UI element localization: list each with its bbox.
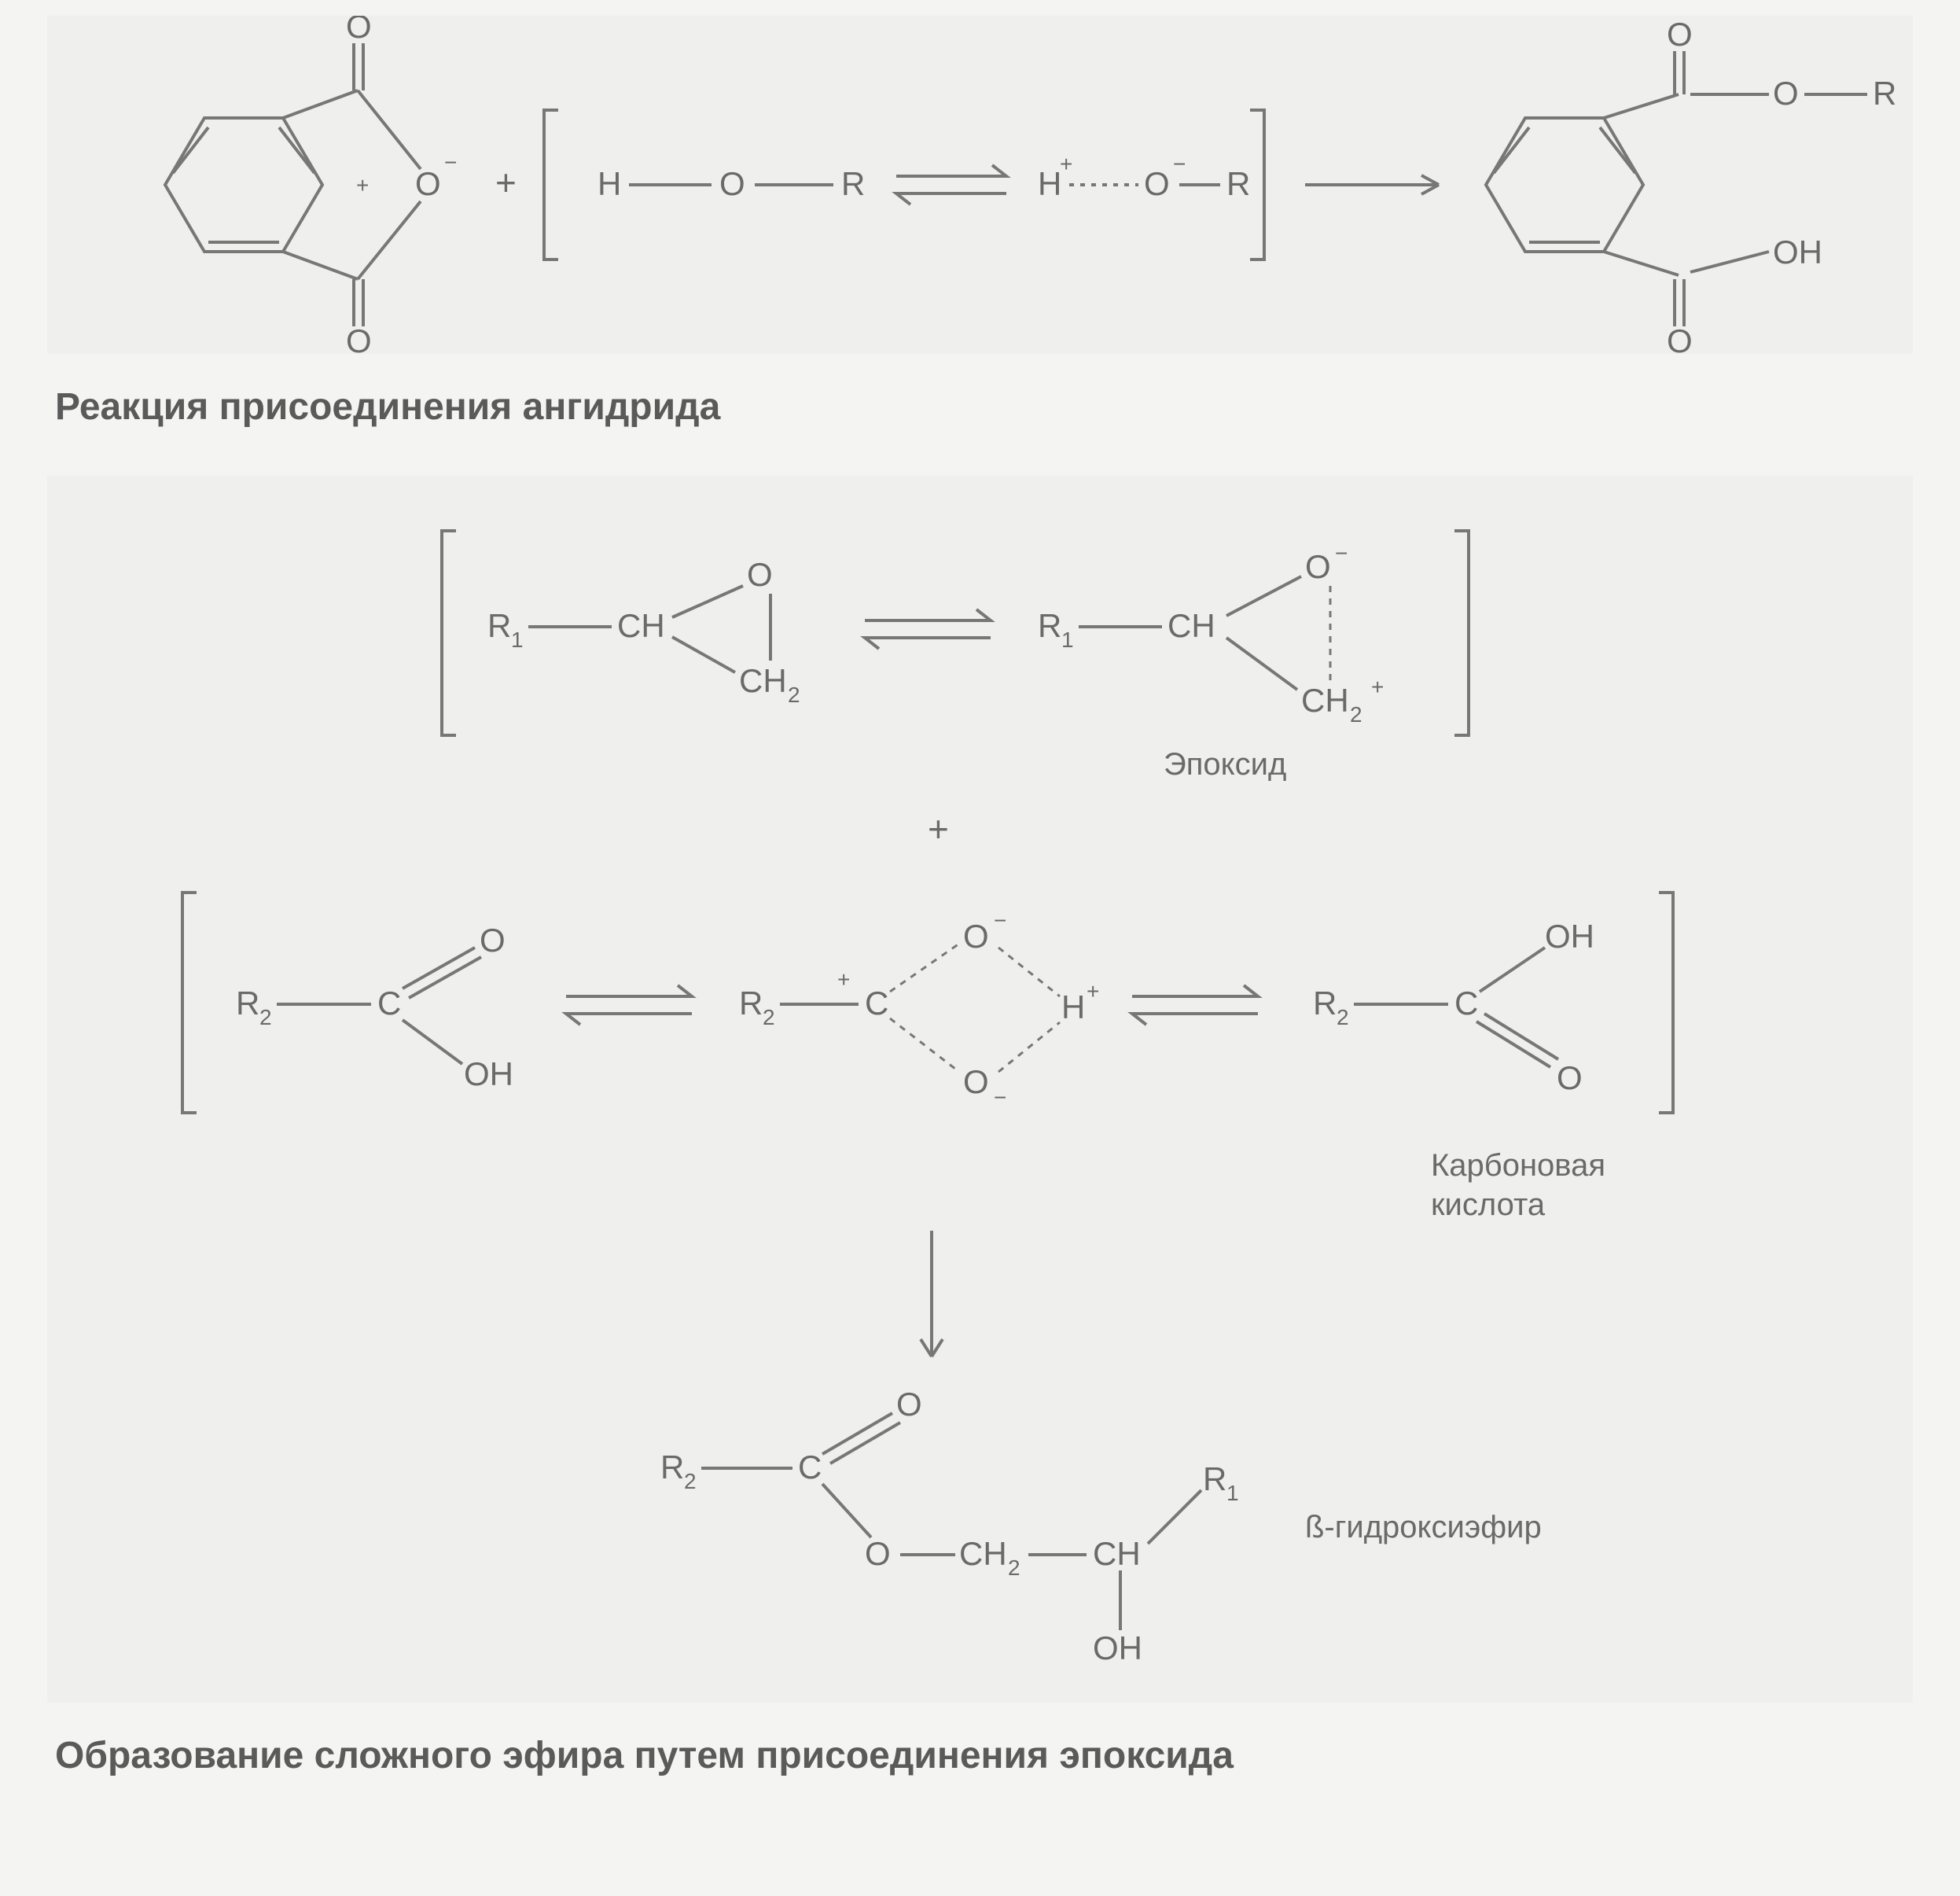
atom-O-p: O [865, 1535, 891, 1572]
svg-text:2: 2 [763, 1005, 775, 1029]
bracket-intermediate: H O R H + [544, 110, 1264, 260]
label-epoxide: Эпоксид [1164, 747, 1286, 782]
atom-CH2-p: CH [959, 1535, 1007, 1572]
atom-OH-r: OH [1545, 918, 1594, 955]
charge-C-plus: + [837, 967, 850, 992]
atom-O-bridge: O [415, 165, 441, 202]
atom-Obot-c: O [963, 1063, 989, 1100]
atom-O-l: O [747, 556, 773, 593]
atom-R1-r: R [1038, 607, 1061, 644]
row-epoxide: R 1 CH CH 2 O [442, 531, 1469, 782]
atom-R2-r: R [1313, 985, 1337, 1022]
reactant-anhydride [165, 43, 421, 326]
atom-CH-l: CH [617, 607, 665, 644]
charge-O-minus2: − [1173, 152, 1186, 176]
caption-epoxide: Образование сложного эфира путем присоед… [55, 1734, 1913, 1777]
atom-Otop-c: O [963, 918, 989, 955]
label-acid-2: кислота [1431, 1187, 1546, 1222]
caption-anhydride: Реакция присоединения ангидрида [55, 385, 1913, 429]
svg-text:2: 2 [259, 1005, 272, 1029]
operator-plus-2: + [928, 808, 949, 849]
atom-OH-l: OH [464, 1055, 513, 1092]
atom-O-r: O [1557, 1059, 1583, 1096]
atom-CH2-r: CH [1301, 682, 1349, 719]
product-hydroxyester: R 2 C O O CH 2 CH R 1 OH [660, 1386, 1542, 1666]
atom-R1-l: R [487, 607, 511, 644]
atom-R1-p: R [1203, 1460, 1226, 1497]
svg-text:2: 2 [1337, 1005, 1349, 1029]
atom-R2-l: R [236, 985, 259, 1022]
atom-H2: H [1038, 165, 1061, 202]
svg-text:1: 1 [1226, 1481, 1239, 1505]
atom-C-l: C [377, 985, 401, 1022]
charge-H-plus: + [1060, 152, 1072, 176]
charge-O-minus: − [444, 150, 457, 175]
atom-CH-p: CH [1093, 1535, 1141, 1572]
svg-text:+: + [1087, 979, 1099, 1003]
atom-OH-p: OH [1773, 234, 1822, 271]
atom-CH-r: CH [1168, 607, 1215, 644]
atom-Odbl-p: O [896, 1386, 922, 1423]
atom-O-bottom: O [346, 322, 372, 354]
atom-O-p2: O [1773, 75, 1799, 112]
atom-CH2-l: CH [739, 662, 787, 699]
eq-epoxide [865, 609, 991, 649]
atom-R2-c: R [739, 985, 763, 1022]
label-acid-1: Карбоновая [1431, 1148, 1605, 1183]
svg-text:2: 2 [1350, 702, 1362, 727]
charge-C-plus: + [356, 173, 369, 197]
scheme-anhydride: O O O − + + H [47, 16, 1913, 354]
atom-C-r: C [1454, 985, 1478, 1022]
arrow-down [921, 1231, 943, 1357]
atom-O2: O [1144, 165, 1170, 202]
operator-plus: + [495, 162, 517, 203]
atom-C-p: C [798, 1449, 822, 1486]
atom-O-p1: O [1667, 16, 1693, 53]
atom-O-r: O [1305, 548, 1331, 585]
svg-text:2: 2 [1008, 1555, 1020, 1580]
svg-text:1: 1 [511, 628, 524, 652]
label-product: ß-гидроксиэфир [1305, 1510, 1542, 1544]
charge-O-minus: − [1335, 541, 1348, 565]
atom-R-p: R [1873, 75, 1896, 112]
atom-R2-p: R [660, 1449, 684, 1486]
atom-O-top: O [346, 16, 372, 45]
product-monoester [1486, 51, 1867, 326]
charge-CH2-plus: + [1371, 675, 1384, 699]
svg-text:2: 2 [684, 1469, 697, 1493]
atom-O-p3: O [1667, 322, 1693, 354]
panel-epoxide-reaction: R 1 CH CH 2 O [47, 476, 1913, 1703]
svg-text:1: 1 [1061, 628, 1074, 652]
atom-H-c: H [1061, 988, 1085, 1025]
svg-text:−: − [994, 1085, 1006, 1110]
reaction-arrow [1305, 175, 1439, 194]
equilibrium-arrows [896, 165, 1006, 204]
atom-O: O [719, 165, 745, 202]
atom-R2: R [1226, 165, 1250, 202]
svg-text:2: 2 [788, 683, 800, 707]
atom-OH-p: OH [1093, 1629, 1142, 1666]
atom-Otop-l: O [480, 922, 506, 959]
row-acid: R 2 C O OH [182, 893, 1673, 1222]
atom-R: R [841, 165, 865, 202]
panel-anhydride-reaction: O O O − + + H [47, 16, 1913, 354]
svg-text:−: − [994, 908, 1006, 933]
atom-H: H [598, 165, 621, 202]
atom-C-c: C [865, 985, 888, 1022]
scheme-epoxide: R 1 CH CH 2 O [47, 476, 1913, 1703]
